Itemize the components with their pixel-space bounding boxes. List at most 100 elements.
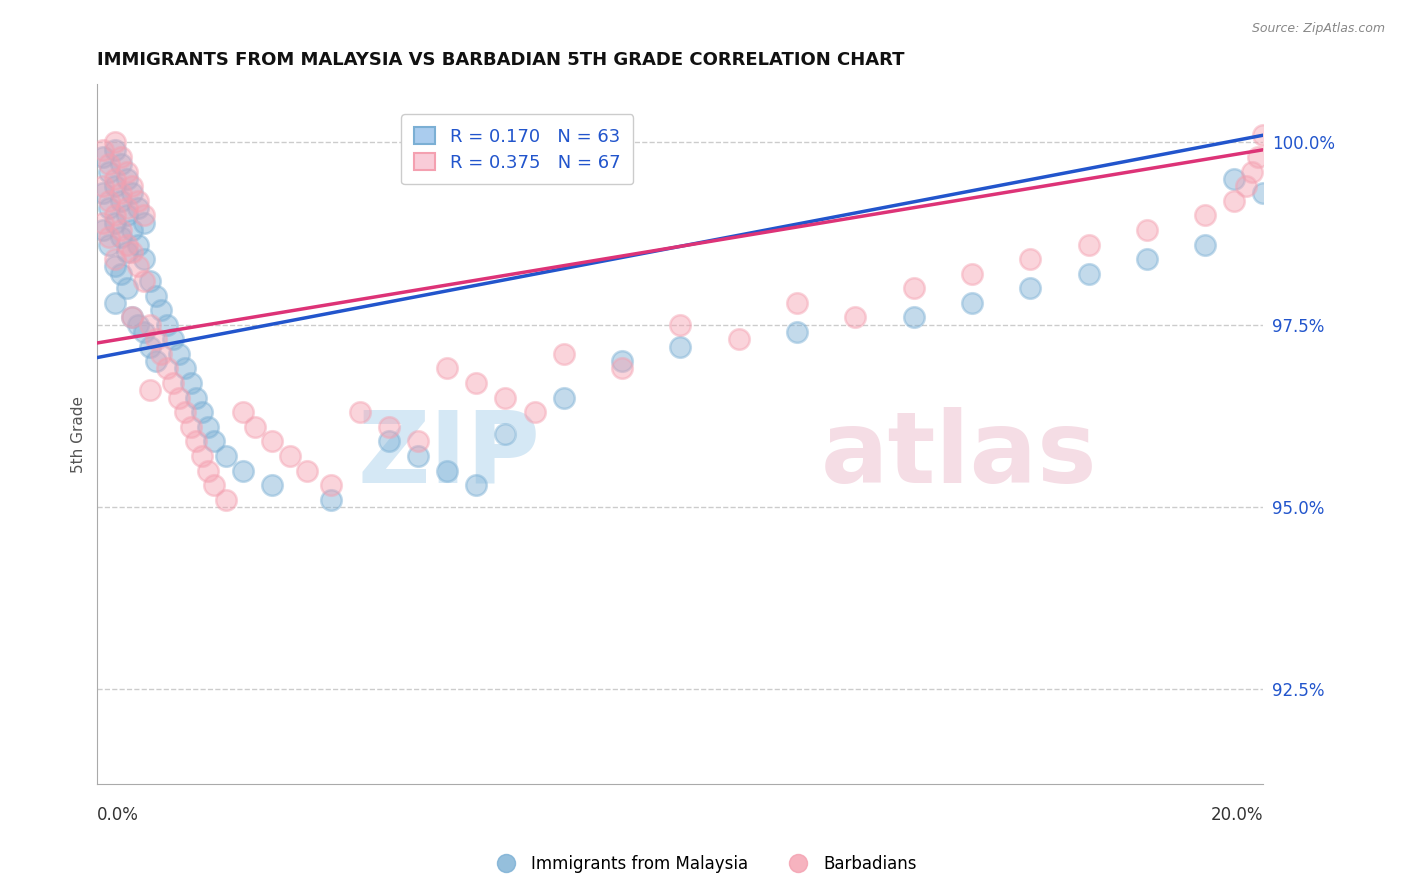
Point [180,419,202,434]
Point [121,310,143,325]
Point [278,449,301,463]
Text: atlas: atlas [820,407,1097,504]
Point [960,296,983,310]
Point [903,310,925,325]
Point [960,267,983,281]
Point [378,434,401,449]
Point [127,194,149,208]
Point [110,267,132,281]
Point [91,186,114,201]
Point [1234,179,1257,194]
Point [110,150,132,164]
Point [436,361,458,376]
Point [110,186,132,201]
Point [91,143,114,157]
Point [297,463,319,477]
Point [378,419,401,434]
Point [110,157,132,171]
Point [197,419,219,434]
Point [98,201,121,215]
Point [115,237,138,252]
Text: 20.0%: 20.0% [1211,805,1264,824]
Point [167,391,190,405]
Point [1136,223,1159,237]
Point [91,216,114,230]
Point [110,194,132,208]
Text: Source: ZipAtlas.com: Source: ZipAtlas.com [1251,22,1385,36]
Point [669,318,692,332]
Point [104,252,127,266]
Point [150,303,173,318]
Point [156,361,179,376]
Point [121,310,143,325]
Point [127,260,149,274]
Point [121,223,143,237]
Point [262,478,284,492]
Point [1194,208,1216,222]
Point [465,478,488,492]
Point [727,332,749,346]
Point [104,260,127,274]
Point [903,281,925,295]
Point [115,172,138,186]
Point [91,179,114,194]
Y-axis label: 5th Grade: 5th Grade [72,395,86,473]
Point [786,296,808,310]
Legend: R = 0.170   N = 63, R = 0.375   N = 67: R = 0.170 N = 63, R = 0.375 N = 67 [401,114,633,185]
Point [121,179,143,194]
Point [436,463,458,477]
Point [1136,252,1159,266]
Point [91,150,114,164]
Legend: Immigrants from Malaysia, Barbadians: Immigrants from Malaysia, Barbadians [482,848,924,880]
Point [127,318,149,332]
Point [202,434,225,449]
Point [319,478,342,492]
Point [145,288,167,302]
Point [132,274,155,288]
Point [139,274,162,288]
Point [243,419,266,434]
Point [180,376,202,390]
Point [214,449,236,463]
Point [110,223,132,237]
Point [121,186,143,201]
Point [232,405,254,419]
Point [104,143,127,157]
Point [1077,237,1099,252]
Point [139,318,162,332]
Point [145,332,167,346]
Point [553,347,575,361]
Point [110,230,132,244]
Point [139,384,162,398]
Point [523,405,546,419]
Point [1223,172,1246,186]
Point [121,244,143,259]
Point [173,361,195,376]
Text: IMMIGRANTS FROM MALAYSIA VS BARBADIAN 5TH GRADE CORRELATION CHART: IMMIGRANTS FROM MALAYSIA VS BARBADIAN 5T… [97,51,905,69]
Text: 0.0%: 0.0% [97,805,139,824]
Point [98,194,121,208]
Point [495,391,517,405]
Point [1223,194,1246,208]
Point [104,208,127,222]
Point [115,281,138,295]
Point [1253,186,1275,201]
Point [553,391,575,405]
Point [145,354,167,368]
Point [465,376,488,390]
Point [232,463,254,477]
Point [406,434,429,449]
Point [191,449,214,463]
Point [786,325,808,339]
Point [104,172,127,186]
Point [156,318,179,332]
Point [319,492,342,507]
Point [115,208,138,222]
Point [214,492,236,507]
Point [1246,150,1268,164]
Point [1194,237,1216,252]
Point [186,434,208,449]
Point [98,157,121,171]
Point [104,216,127,230]
Point [127,201,149,215]
